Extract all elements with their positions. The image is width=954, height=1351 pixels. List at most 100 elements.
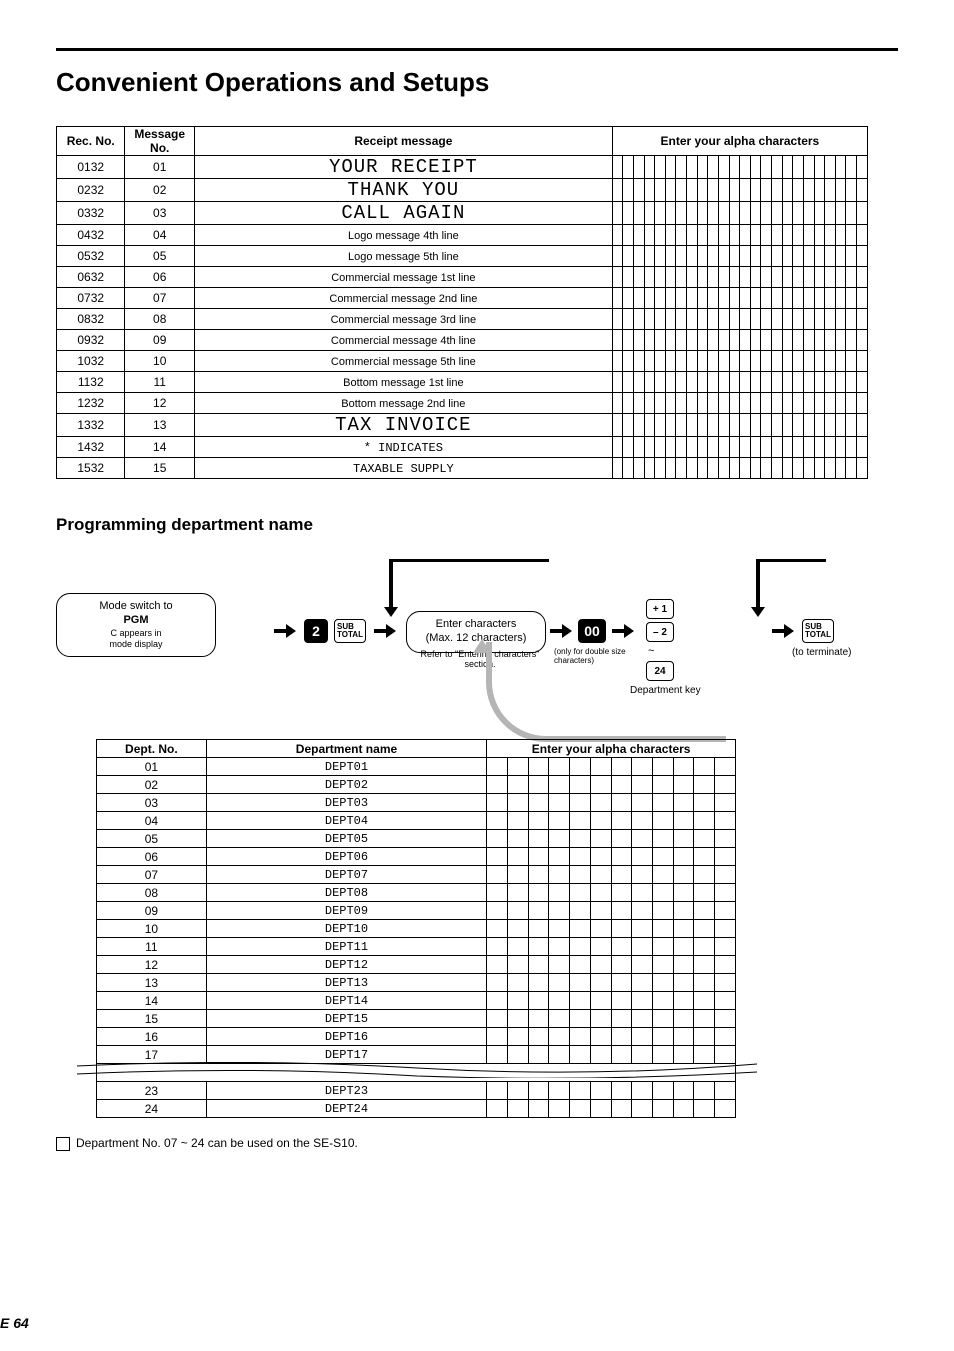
alpha-cell (644, 267, 655, 288)
alpha-cell (644, 330, 655, 351)
dept-no: 16 (97, 1028, 207, 1046)
alpha-cell (750, 267, 761, 288)
alpha-cell (612, 437, 623, 458)
alpha-cell (814, 414, 825, 437)
dept-alpha-cell (549, 956, 570, 974)
flow-bubble-pgm: Mode switch to PGM C appears in mode dis… (56, 593, 216, 657)
table-row: 14DEPT14 (97, 992, 736, 1010)
alpha-cell (633, 393, 644, 414)
alpha-cell (718, 458, 729, 479)
alpha-cell (793, 179, 804, 202)
alpha-cell (835, 309, 846, 330)
alpha-cell (772, 202, 783, 225)
alpha-cell (633, 156, 644, 179)
dept-alpha-cell (549, 758, 570, 776)
page-number: E 64 (0, 1315, 954, 1331)
dept-label: DEPT05 (206, 830, 486, 848)
alpha-cell (814, 330, 825, 351)
alpha-cell (750, 330, 761, 351)
dept-col-no: Dept. No. (97, 740, 207, 758)
dept-alpha-cell (715, 866, 736, 884)
alpha-cell (835, 372, 846, 393)
alpha-cell (782, 288, 793, 309)
rec-no: 0532 (57, 246, 125, 267)
alpha-cell (772, 351, 783, 372)
alpha-cell (633, 309, 644, 330)
dept-alpha-cell (549, 1046, 570, 1064)
dept-no: 02 (97, 776, 207, 794)
alpha-cell (857, 393, 868, 414)
dept-col-name: Department name (206, 740, 486, 758)
receipt-cell: Commercial message 5th line (194, 351, 612, 372)
alpha-cell (750, 309, 761, 330)
alpha-cell (655, 330, 666, 351)
dept-alpha-cell (632, 758, 653, 776)
alpha-cell (687, 351, 698, 372)
dept-label: DEPT02 (206, 776, 486, 794)
alpha-cell (814, 246, 825, 267)
dept-alpha-cell (590, 848, 611, 866)
dept-alpha-cell (507, 866, 528, 884)
alpha-cell (729, 372, 740, 393)
dept-label: DEPT11 (206, 938, 486, 956)
dept-label: DEPT15 (206, 1010, 486, 1028)
dept-alpha-cell (570, 992, 591, 1010)
msg-no: 10 (125, 351, 195, 372)
dept-alpha-cell (570, 938, 591, 956)
dept-alpha-cell (528, 956, 549, 974)
alpha-cell (633, 179, 644, 202)
dept-no: 13 (97, 974, 207, 992)
table-row: 083208Commercial message 3rd line (57, 309, 868, 330)
alpha-cell (814, 393, 825, 414)
dept-alpha-cell (694, 794, 715, 812)
dept-alpha-cell (694, 1028, 715, 1046)
alpha-cell (740, 458, 751, 479)
alpha-cell (676, 414, 687, 437)
dept-label: DEPT12 (206, 956, 486, 974)
alpha-cell (708, 351, 719, 372)
alpha-cell (623, 414, 634, 437)
alpha-cell (814, 309, 825, 330)
receipt-cell: CALL AGAIN (194, 202, 612, 225)
dept-alpha-cell (715, 974, 736, 992)
dept-alpha-cell (715, 902, 736, 920)
rec-no: 0132 (57, 156, 125, 179)
dept-alpha-cell (652, 1082, 673, 1100)
alpha-cell (750, 393, 761, 414)
alpha-cell (623, 330, 634, 351)
dept-col-alpha: Enter your alpha characters (487, 740, 736, 758)
alpha-cell (708, 202, 719, 225)
alpha-cell (633, 437, 644, 458)
dept-alpha-cell (590, 992, 611, 1010)
receipt-cell: * INDICATES (194, 437, 612, 458)
dept-alpha-cell (570, 848, 591, 866)
alpha-cell (644, 309, 655, 330)
alpha-cell (782, 156, 793, 179)
alpha-cell (633, 267, 644, 288)
alpha-cell (718, 414, 729, 437)
receipt-note: Commercial message 4th line (331, 335, 476, 347)
dept-alpha-cell (487, 1046, 508, 1064)
dept-alpha-cell (694, 992, 715, 1010)
dept-no: 07 (97, 866, 207, 884)
dept-alpha-cell (694, 1046, 715, 1064)
dept-alpha-cell (549, 1028, 570, 1046)
dept-alpha-cell (549, 884, 570, 902)
alpha-cell (825, 437, 836, 458)
table-torn-gap (97, 1064, 736, 1082)
dept-label: DEPT03 (206, 794, 486, 812)
dept-alpha-cell (652, 830, 673, 848)
alpha-cell (718, 246, 729, 267)
table-row: 01DEPT01 (97, 758, 736, 776)
table-row: 05DEPT05 (97, 830, 736, 848)
dept-alpha-cell (611, 974, 632, 992)
alpha-cell (644, 156, 655, 179)
alpha-cell (665, 246, 676, 267)
alpha-cell (793, 288, 804, 309)
alpha-cell (612, 225, 623, 246)
alpha-cell (825, 458, 836, 479)
alpha-cell (697, 309, 708, 330)
dept-alpha-cell (507, 830, 528, 848)
alpha-cell (740, 309, 751, 330)
receipt-cell: Commercial message 3rd line (194, 309, 612, 330)
